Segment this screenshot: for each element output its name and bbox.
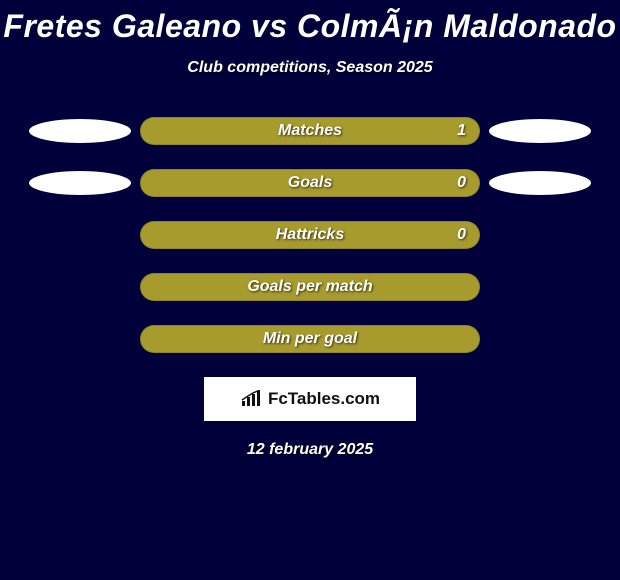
right-slot: [480, 171, 600, 195]
stat-row-goals: Goals 0: [0, 169, 620, 197]
stat-bar: Goals per match: [140, 273, 480, 301]
stat-bar: Min per goal: [140, 325, 480, 353]
stat-bar: Hattricks 0: [140, 221, 480, 249]
stat-label: Goals: [288, 174, 332, 192]
stat-rows: Matches 1 Goals 0 Hattricks 0: [0, 117, 620, 353]
stat-label: Goals per match: [247, 278, 372, 296]
stat-bar: Goals 0: [140, 169, 480, 197]
ellipse-icon: [29, 119, 131, 143]
ellipse-icon: [29, 171, 131, 195]
date-text: 12 february 2025: [0, 441, 620, 459]
stat-label: Matches: [278, 122, 342, 140]
stat-label: Hattricks: [276, 226, 344, 244]
right-slot: [480, 119, 600, 143]
stat-value: 0: [457, 174, 466, 192]
left-slot: [20, 171, 140, 195]
stat-bar: Matches 1: [140, 117, 480, 145]
stat-value: 0: [457, 226, 466, 244]
stat-row-hattricks: Hattricks 0: [0, 221, 620, 249]
logo-text: FcTables.com: [268, 389, 380, 409]
logo-box: FcTables.com: [204, 377, 416, 421]
left-slot: [20, 119, 140, 143]
ellipse-icon: [489, 119, 591, 143]
page-title: Fretes Galeano vs ColmÃ¡n Maldonado: [0, 0, 620, 45]
bar-chart-icon: [240, 390, 262, 408]
stat-row-mpg: Min per goal: [0, 325, 620, 353]
stat-row-matches: Matches 1: [0, 117, 620, 145]
stat-value: 1: [457, 122, 466, 140]
stat-row-gpm: Goals per match: [0, 273, 620, 301]
ellipse-icon: [489, 171, 591, 195]
subtitle: Club competitions, Season 2025: [0, 59, 620, 77]
stat-label: Min per goal: [263, 330, 357, 348]
